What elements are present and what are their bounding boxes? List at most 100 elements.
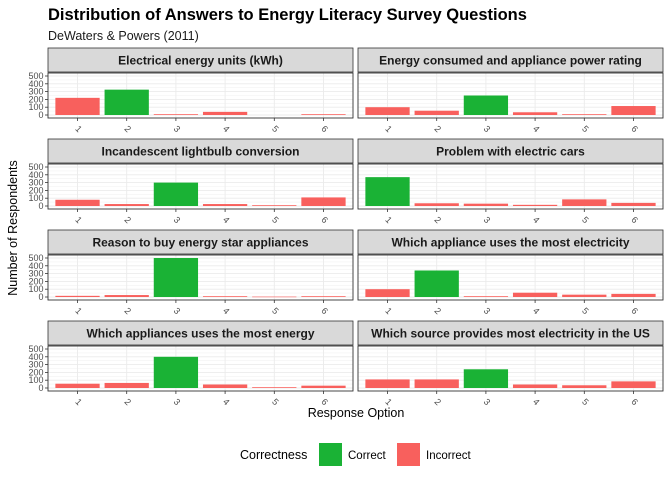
strip-label: Which appliance uses the most electricit… <box>391 236 629 250</box>
x-tick-label: 6 <box>319 124 330 135</box>
bar <box>611 381 656 388</box>
y-tick-label: 400 <box>28 79 43 89</box>
x-axis-title: Response Option <box>308 406 405 420</box>
facet-panel: Which appliances uses the most energy 010… <box>28 320 354 408</box>
strip-label: Which source provides most electricity i… <box>371 327 650 341</box>
bar <box>153 356 199 388</box>
y-tick-label: 200 <box>28 185 43 195</box>
y-tick-label: 400 <box>28 261 43 271</box>
bar <box>104 382 149 388</box>
x-tick-label: 5 <box>580 397 591 408</box>
bar <box>611 202 656 206</box>
y-tick-label: 300 <box>28 87 43 97</box>
x-tick-label: 1 <box>383 306 394 317</box>
bar <box>414 203 459 206</box>
facet-panel: Problem with electric cars 1 2 3 4 5 6 <box>357 138 664 226</box>
x-tick-label: 1 <box>73 124 84 135</box>
bar <box>365 177 410 206</box>
y-tick-label: 400 <box>28 170 43 180</box>
chart-subtitle: DeWaters & Powers (2011) <box>48 29 199 43</box>
x-tick-label: 6 <box>629 397 640 408</box>
x-tick-label: 6 <box>629 124 640 135</box>
x-tick-label: 2 <box>433 397 444 408</box>
x-tick-label: 6 <box>629 306 640 317</box>
facet-panel: Incandescent lightbulb conversion 0100200… <box>28 138 354 226</box>
strip-background <box>47 47 354 73</box>
x-tick-label: 3 <box>482 124 493 135</box>
x-tick-label: 1 <box>73 397 84 408</box>
x-tick-label: 1 <box>73 215 84 226</box>
panel-border <box>47 254 354 301</box>
x-tick-label: 4 <box>221 215 232 226</box>
bar <box>104 89 149 115</box>
bar <box>365 289 410 297</box>
bar <box>202 384 248 388</box>
x-tick-label: 3 <box>482 306 493 317</box>
x-tick-label: 4 <box>531 124 542 135</box>
bar <box>463 369 509 388</box>
bar <box>202 111 248 115</box>
x-tick-label: 1 <box>383 215 394 226</box>
strip-label: Problem with electric cars <box>436 145 585 159</box>
bar <box>55 199 100 206</box>
bar <box>512 292 558 297</box>
y-tick-label: 100 <box>28 102 43 112</box>
y-tick-label: 0 <box>38 201 43 211</box>
y-tick-label: 100 <box>28 375 43 385</box>
x-tick-label: 5 <box>580 306 591 317</box>
panel-border <box>47 163 354 210</box>
bar <box>252 387 297 388</box>
y-tick-label: 500 <box>28 162 43 172</box>
bar <box>301 296 346 297</box>
panel-border <box>357 163 664 210</box>
x-tick-label: 1 <box>383 124 394 135</box>
panel-border <box>357 345 664 392</box>
legend-label-incorrect: Incorrect <box>426 450 472 462</box>
x-tick-label: 4 <box>531 215 542 226</box>
facet-panels: Electrical energy units (kWh)01002003004… <box>28 47 664 408</box>
y-tick-label: 100 <box>28 284 43 294</box>
x-tick-label: 2 <box>123 215 134 226</box>
x-tick-label: 2 <box>433 306 444 317</box>
y-tick-label: 300 <box>28 360 43 370</box>
y-tick-label: 0 <box>38 383 43 393</box>
x-tick-label: 1 <box>73 306 84 317</box>
y-tick-label: 500 <box>28 71 43 81</box>
x-tick-label: 3 <box>172 124 183 135</box>
x-tick-label: 1 <box>383 397 394 408</box>
y-tick-label: 300 <box>28 178 43 188</box>
x-tick-label: 3 <box>482 215 493 226</box>
panel-border <box>357 254 664 301</box>
chart-title: Distribution of Answers to Energy Litera… <box>48 6 527 24</box>
x-tick-label: 5 <box>270 397 281 408</box>
x-tick-label: 3 <box>482 397 493 408</box>
x-tick-label: 2 <box>433 215 444 226</box>
facet-panel: Energy consumed and appliance power rati… <box>357 47 664 135</box>
bar <box>365 379 410 388</box>
facet-panel: Electrical energy units (kWh)01002003004… <box>28 47 354 135</box>
panel-border <box>357 72 664 119</box>
x-tick-label: 5 <box>580 124 591 135</box>
x-tick-label: 3 <box>172 215 183 226</box>
facet-panel: Reason to buy energy star appliances 0100… <box>28 229 354 317</box>
bar <box>153 182 199 206</box>
legend-label-correct: Correct <box>348 450 387 462</box>
strip-label: Electrical energy units (kWh) <box>118 54 283 68</box>
bar <box>512 384 558 388</box>
y-tick-label: 200 <box>28 94 43 104</box>
x-tick-label: 4 <box>531 397 542 408</box>
bar <box>301 197 346 206</box>
bar <box>202 204 248 206</box>
x-tick-label: 6 <box>629 215 640 226</box>
y-tick-label: 0 <box>38 110 43 120</box>
x-tick-label: 4 <box>221 124 232 135</box>
x-tick-label: 4 <box>531 306 542 317</box>
bar <box>414 270 459 297</box>
y-tick-label: 200 <box>28 276 43 286</box>
x-tick-label: 2 <box>123 397 134 408</box>
strip-background <box>357 320 664 346</box>
y-tick-label: 0 <box>38 292 43 302</box>
y-tick-label: 500 <box>28 253 43 263</box>
bar <box>562 385 607 388</box>
y-tick-label: 200 <box>28 367 43 377</box>
